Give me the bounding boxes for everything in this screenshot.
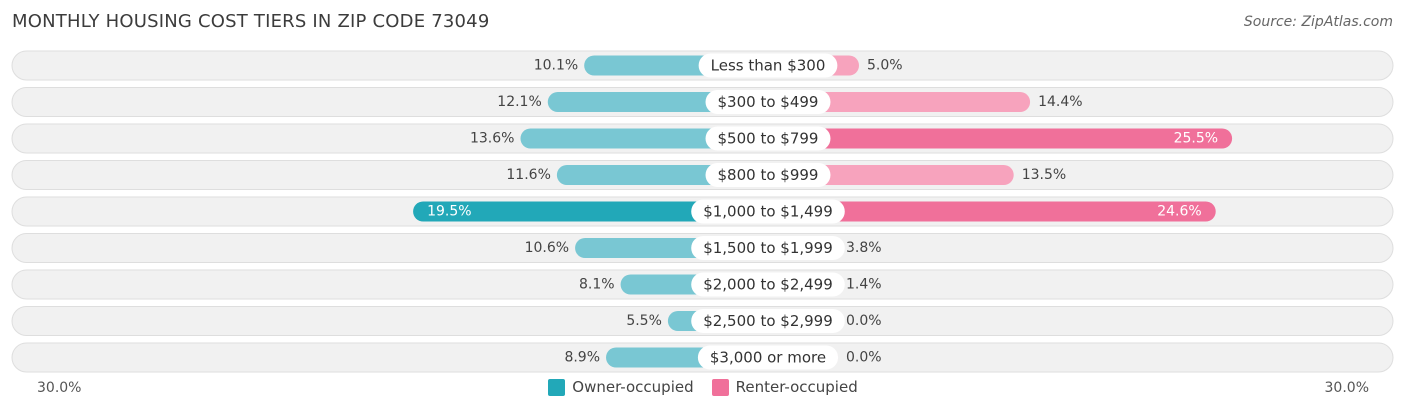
category-label: Less than $300 bbox=[711, 57, 826, 75]
owner-value-label: 13.6% bbox=[470, 131, 514, 147]
owner-value-label: 10.6% bbox=[525, 240, 569, 256]
category-label-pill bbox=[705, 163, 831, 187]
legend-owner: Owner-occupied bbox=[548, 378, 694, 396]
axis-left-max-label: 30.0% bbox=[37, 380, 82, 396]
category-label-pill bbox=[691, 309, 845, 333]
category-label: $2,500 to $2,999 bbox=[703, 312, 833, 330]
renter-value-label: 24.6% bbox=[1157, 204, 1201, 220]
owner-value-label: 5.5% bbox=[626, 313, 662, 329]
renter-bar bbox=[768, 201, 1216, 222]
legend-renter-swatch bbox=[711, 378, 729, 396]
legend-renter: Renter-occupied bbox=[711, 378, 858, 396]
renter-value-label: 5.0% bbox=[867, 58, 903, 74]
owner-value-label: 8.1% bbox=[579, 277, 615, 293]
renter-value-label: 25.5% bbox=[1174, 131, 1218, 147]
renter-bar bbox=[768, 92, 1031, 112]
category-label: $1,000 to $1,499 bbox=[703, 203, 833, 221]
legend-renter-label: Renter-occupied bbox=[735, 378, 858, 396]
owner-value-label: 12.1% bbox=[497, 94, 541, 110]
owner-value-label: 10.1% bbox=[534, 58, 578, 74]
category-label: $300 to $499 bbox=[718, 93, 819, 111]
owner-value-label: 8.9% bbox=[564, 350, 600, 366]
category-label-pill bbox=[691, 236, 845, 260]
renter-value-label: 0.0% bbox=[846, 350, 882, 366]
renter-bar bbox=[768, 165, 1014, 185]
category-label: $800 to $999 bbox=[718, 166, 819, 184]
category-label: $1,500 to $1,999 bbox=[703, 239, 833, 257]
category-label-pill bbox=[705, 126, 831, 151]
renter-value-label: 13.5% bbox=[1022, 167, 1066, 183]
axis-right-max-label: 30.0% bbox=[1324, 380, 1369, 396]
category-label-pill bbox=[691, 199, 845, 224]
owner-value-label: 19.5% bbox=[427, 204, 471, 220]
category-label-pill bbox=[705, 90, 831, 114]
category-label-pill bbox=[697, 345, 839, 370]
source-credit: Source: ZipAtlas.com bbox=[1243, 14, 1393, 30]
owner-bar bbox=[413, 201, 768, 222]
category-label: $3,000 or more bbox=[710, 349, 826, 367]
renter-value-label: 3.8% bbox=[846, 240, 882, 256]
chart-title: MONTHLY HOUSING COST TIERS IN ZIP CODE 7… bbox=[12, 11, 490, 32]
owner-bar bbox=[520, 128, 768, 149]
category-label-pill bbox=[691, 272, 845, 297]
renter-value-label: 0.0% bbox=[846, 313, 882, 329]
renter-value-label: 14.4% bbox=[1038, 94, 1082, 110]
legend-owner-label: Owner-occupied bbox=[572, 378, 694, 396]
owner-value-label: 11.6% bbox=[506, 167, 550, 183]
legend: Owner-occupied Renter-occupied bbox=[0, 378, 1406, 396]
category-label: $500 to $799 bbox=[718, 130, 819, 148]
renter-value-label: 1.4% bbox=[846, 277, 882, 293]
renter-bar bbox=[768, 128, 1233, 149]
legend-owner-swatch bbox=[548, 378, 566, 396]
category-label: $2,000 to $2,499 bbox=[703, 276, 833, 294]
category-label-pill bbox=[698, 53, 838, 78]
